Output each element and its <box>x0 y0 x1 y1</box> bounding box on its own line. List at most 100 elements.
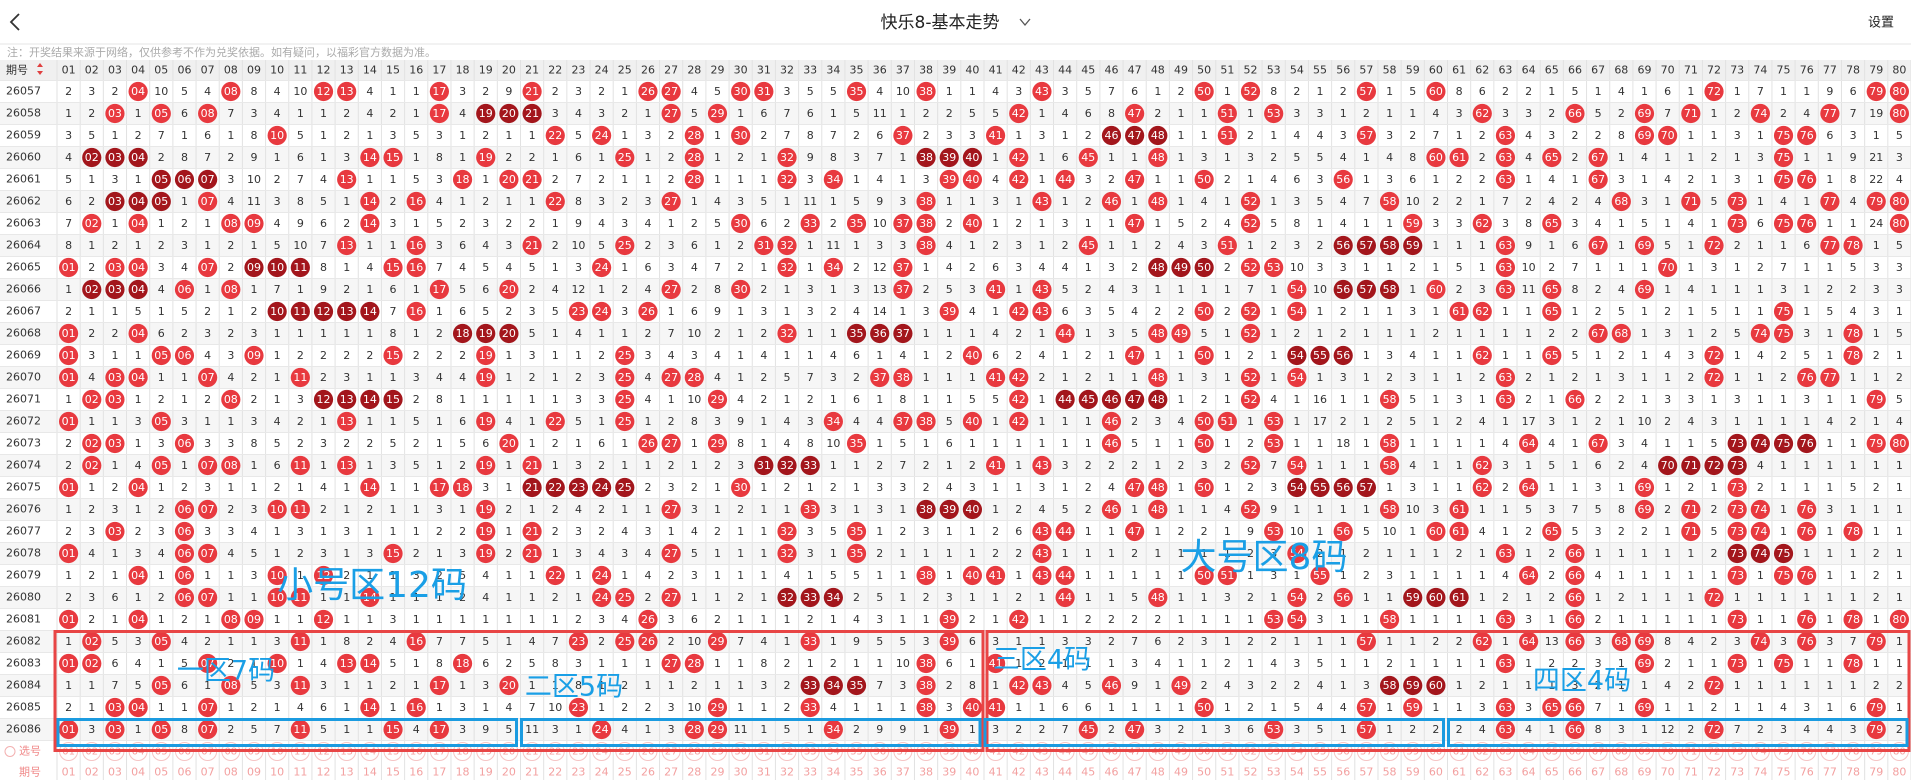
column-header: 45 <box>1081 63 1095 76</box>
miss-count: 1 <box>668 305 675 318</box>
miss-count: 1 <box>1062 481 1069 494</box>
miss-count: 24 <box>1869 217 1883 230</box>
miss-count: 1 <box>575 437 582 450</box>
miss-count: 4 <box>1270 393 1277 406</box>
hit-ball <box>615 477 635 498</box>
miss-count: 1 <box>876 569 883 582</box>
hit-number: 27 <box>664 503 678 516</box>
miss-count: 7 <box>552 635 559 648</box>
miss-count: 2 <box>1085 481 1092 494</box>
hit-ball <box>777 587 797 608</box>
miss-count: 1 <box>691 437 698 450</box>
footer-number: 47 <box>1128 766 1142 779</box>
hit-number: 75 <box>1777 547 1791 560</box>
miss-count: 5 <box>1409 393 1416 406</box>
miss-count: 5 <box>1826 305 1833 318</box>
hit-number: 11 <box>293 723 307 736</box>
miss-count: 5 <box>1595 503 1602 516</box>
hit-ball <box>1009 301 1029 322</box>
miss-count: 8 <box>181 151 188 164</box>
miss-count: 4 <box>505 261 512 274</box>
hit-ball <box>962 213 983 234</box>
miss-count: 3 <box>969 283 976 296</box>
hit-number: 16 <box>409 701 423 714</box>
miss-count: 1 <box>1456 459 1463 472</box>
hit-number: 05 <box>154 459 168 472</box>
miss-count: 1 <box>1873 613 1880 626</box>
miss-count: 2 <box>1247 481 1254 494</box>
miss-count: 1 <box>1224 327 1231 340</box>
back-button[interactable] <box>9 13 20 31</box>
hit-number: 18 <box>456 173 470 186</box>
miss-count: 3 <box>946 129 953 142</box>
miss-count: 10 <box>1406 195 1420 208</box>
hit-ball <box>1009 147 1029 168</box>
miss-count: 1 <box>621 129 628 142</box>
hit-number: 09 <box>247 261 261 274</box>
miss-count: 1 <box>1896 459 1903 472</box>
miss-count: 1 <box>1664 151 1671 164</box>
miss-count: 2 <box>923 107 930 120</box>
miss-count: 2 <box>830 657 837 670</box>
miss-count: 2 <box>1873 547 1880 560</box>
miss-count: 4 <box>1525 129 1532 142</box>
miss-count: 6 <box>992 261 999 274</box>
hit-ball <box>1472 213 1492 234</box>
miss-count: 1 <box>621 85 628 98</box>
hit-ball <box>1797 125 1817 146</box>
miss-count: 3 <box>1687 349 1694 362</box>
miss-count: 2 <box>1571 129 1578 142</box>
hit-ball <box>1658 125 1678 146</box>
miss-count: 1 <box>413 613 420 626</box>
hit-number: 74 <box>1753 107 1767 120</box>
miss-count: 2 <box>505 547 512 560</box>
miss-count: 1 <box>946 547 953 560</box>
hit-number: 51 <box>1220 569 1234 582</box>
miss-count: 3 <box>1085 635 1092 648</box>
hit-ball <box>1727 565 1747 586</box>
hit-number: 78 <box>1846 525 1860 538</box>
title-dropdown[interactable] <box>1019 18 1031 27</box>
miss-count: 1 <box>1317 371 1324 384</box>
hit-ball <box>313 389 334 410</box>
hit-number: 01 <box>62 415 76 428</box>
miss-count: 4 <box>227 547 234 560</box>
hit-ball <box>1889 103 1910 124</box>
miss-count: 2 <box>1525 371 1532 384</box>
miss-count: 6 <box>691 613 698 626</box>
miss-count: 1 <box>1896 569 1903 582</box>
miss-count: 2 <box>111 85 118 98</box>
page-title[interactable]: 快乐8-基本走势 <box>881 13 1000 33</box>
settings-button[interactable]: 设置 <box>1868 16 1894 31</box>
hit-number: 78 <box>1846 327 1860 340</box>
hit-number: 42 <box>1012 305 1026 318</box>
miss-count: 1 <box>923 327 930 340</box>
footer-number: 63 <box>1498 766 1512 779</box>
miss-count: 1 <box>343 547 350 560</box>
hit-ball <box>545 565 565 586</box>
miss-count: 1 <box>760 437 767 450</box>
hit-number: 28 <box>687 723 701 736</box>
hit-ball <box>383 257 403 278</box>
hit-ball <box>476 543 496 564</box>
hit-ball <box>1797 631 1817 652</box>
top-bar <box>0 0 1911 44</box>
miss-count: 1 <box>853 503 860 516</box>
hit-ball <box>337 455 357 476</box>
hit-number: 28 <box>687 151 701 164</box>
miss-count: 1 <box>1734 305 1741 318</box>
miss-count: 7 <box>1595 701 1602 714</box>
miss-count: 3 <box>946 701 953 714</box>
miss-count: 9 <box>899 723 906 736</box>
miss-count: 4 <box>644 547 651 560</box>
hit-ball <box>1101 411 1122 432</box>
miss-count: 1 <box>1711 569 1718 582</box>
hit-ball <box>1866 389 1886 410</box>
miss-count: 9 <box>1826 85 1833 98</box>
column-header: 39 <box>942 63 956 76</box>
hit-number: 01 <box>62 349 76 362</box>
miss-count: 3 <box>1432 217 1439 230</box>
hit-number: 27 <box>664 85 678 98</box>
hit-number: 66 <box>1568 723 1582 736</box>
miss-count: 13 <box>1545 635 1559 648</box>
